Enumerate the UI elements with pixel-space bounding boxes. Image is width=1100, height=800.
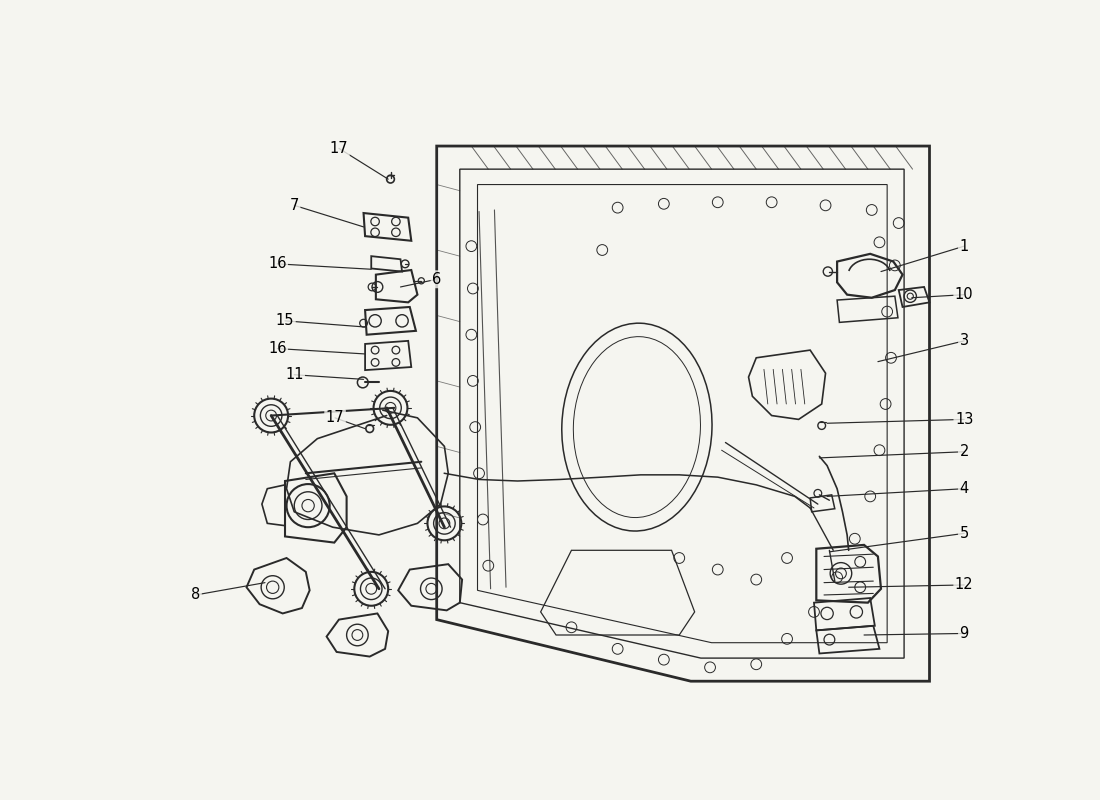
Text: 8: 8 [191,587,200,602]
Text: 1: 1 [959,238,969,254]
Text: 17: 17 [330,141,349,156]
Text: 9: 9 [959,626,969,641]
Text: 5: 5 [959,526,969,541]
Text: 11: 11 [285,367,304,382]
Text: 16: 16 [268,341,287,356]
Text: 2: 2 [959,444,969,459]
Text: 6: 6 [432,272,441,286]
Text: 3: 3 [959,334,969,348]
Text: 15: 15 [276,314,295,328]
Text: 17: 17 [326,410,344,426]
Text: 7: 7 [289,198,299,213]
Text: 4: 4 [959,481,969,496]
Text: 12: 12 [955,578,974,593]
Text: 10: 10 [955,287,974,302]
Text: 16: 16 [268,256,287,271]
Text: 13: 13 [955,412,974,427]
